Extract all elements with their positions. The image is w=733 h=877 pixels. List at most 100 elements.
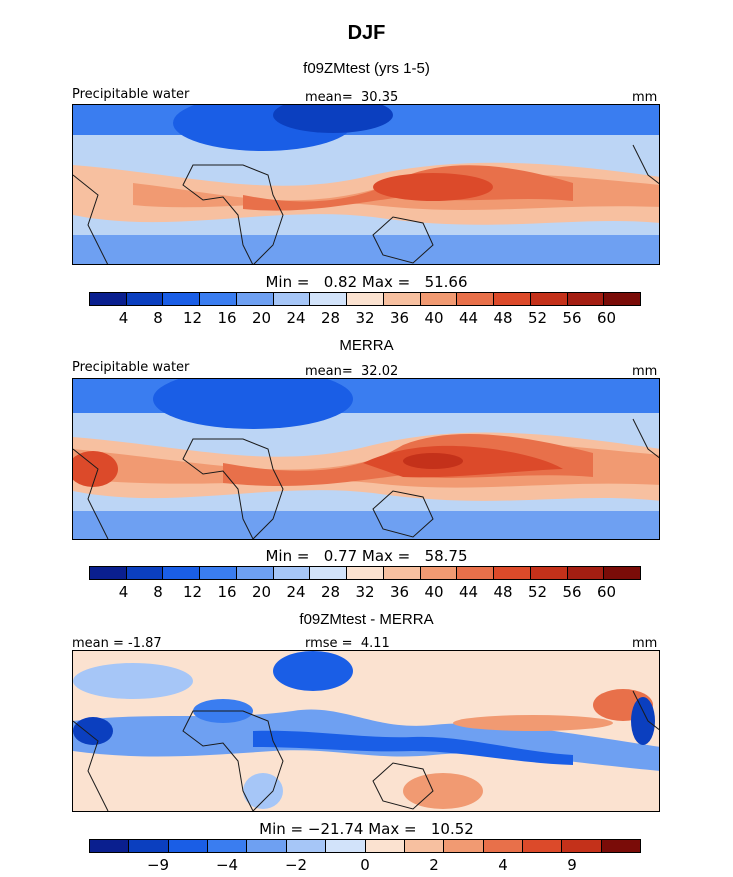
colorbar-tick-label: 44 [458, 583, 479, 601]
colorbar-tick-label: 56 [562, 583, 582, 601]
colorbar-swatch [200, 293, 237, 305]
panel-2-max-label: Max = [361, 547, 411, 565]
panel-3-map [72, 650, 660, 812]
colorbar-swatch [530, 567, 568, 579]
panel-1-units-label: mm [632, 90, 658, 105]
colorbar-tick-label: 9 [567, 856, 577, 874]
colorbar-tick-label: 4 [498, 856, 508, 874]
colorbar-tick-label: 16 [217, 583, 237, 601]
colorbar-swatch [420, 567, 458, 579]
colorbar-tick-label: 16 [217, 309, 237, 327]
colorbar-tick-label: 48 [493, 583, 513, 601]
colorbar-swatch [494, 567, 531, 579]
panel-1-mean-label: mean= 30.35 [305, 90, 399, 105]
colorbar-tick-label: −2 [284, 856, 308, 874]
colorbar-swatch [286, 840, 327, 852]
panel-1-min-value: 0.82 [323, 273, 358, 291]
colorbar-tick-label: 40 [424, 309, 444, 327]
panel-3-mean-label: mean = -1.87 [72, 636, 162, 651]
panel-1-colorbar-ticks: 4 8 12 16 20 24 28 32 36 40 44 48 52 56 60 [89, 309, 641, 327]
colorbar-swatch [567, 567, 605, 579]
colorbar-tick-label: 60 [596, 583, 617, 601]
colorbar-swatch [247, 840, 287, 852]
colorbar-swatch [126, 567, 164, 579]
colorbar-tick-label: 36 [389, 309, 410, 327]
panel-3-minmax: Min = −21.74 Max = 10.52 [0, 820, 733, 838]
colorbar-tick-label: 24 [286, 309, 306, 327]
panel-2-units-label: mm [632, 364, 658, 379]
colorbar-swatch [163, 293, 201, 305]
panel-3-min-label: Min = [259, 820, 304, 838]
panel-3-colorbar-ticks: −9 −4 −2 0 2 4 9 [89, 856, 641, 874]
colorbar-swatch [200, 567, 237, 579]
panel-2-title: MERRA [339, 337, 394, 354]
panel-2-min-value: 0.77 [323, 547, 358, 565]
colorbar-tick-label: 12 [182, 309, 203, 327]
colorbar-swatch [168, 840, 209, 852]
colorbar-swatch [601, 840, 641, 852]
colorbar-tick-label: 56 [562, 309, 582, 327]
colorbar-swatch [444, 840, 484, 852]
colorbar-tick-label: 12 [182, 583, 203, 601]
colorbar-swatch [604, 567, 641, 579]
panel-3-map-plot [73, 651, 659, 811]
panel-2-map-plot [73, 379, 659, 539]
colorbar-tick-label: 44 [458, 309, 479, 327]
colorbar-swatch [236, 567, 274, 579]
colorbar-swatch [530, 293, 568, 305]
colorbar-tick-label: 28 [320, 309, 341, 327]
colorbar-swatch [208, 840, 248, 852]
panel-1-min-label: Min = [265, 273, 310, 291]
colorbar-swatch [457, 293, 495, 305]
colorbar-tick-label: 20 [251, 309, 272, 327]
panel-2-max-value: 58.75 [424, 547, 468, 565]
colorbar-tick-label: 28 [320, 583, 341, 601]
colorbar-swatch [522, 840, 563, 852]
panel-2-map [72, 378, 660, 540]
colorbar-swatch [90, 293, 127, 305]
panel-1-variable-label: Precipitable water [72, 87, 190, 102]
colorbar-swatch [163, 567, 201, 579]
panel-3-min-value: −21.74 [307, 820, 364, 838]
panel-3-max-label: Max = [368, 820, 417, 838]
panel-2-mean-label: mean= 32.02 [305, 364, 399, 379]
colorbar-swatch [494, 293, 531, 305]
panel-3-colorbar [89, 839, 641, 853]
colorbar-tick-label: 8 [153, 309, 163, 327]
panel-3-title: f09ZMtest - MERRA [299, 611, 434, 628]
colorbar-swatch [273, 293, 311, 305]
panel-2-min-label: Min = [265, 547, 310, 565]
colorbar-swatch [236, 293, 274, 305]
colorbar-swatch [457, 567, 495, 579]
colorbar-tick-label: −4 [215, 856, 239, 874]
colorbar-swatch [126, 293, 164, 305]
colorbar-swatch [347, 293, 384, 305]
colorbar-swatch [604, 293, 641, 305]
main-title: DJF [347, 22, 386, 44]
panel-1-map [72, 104, 660, 265]
colorbar-tick-label: 40 [424, 583, 444, 601]
colorbar-swatch [273, 567, 311, 579]
colorbar-swatch [383, 293, 421, 305]
colorbar-swatch [310, 567, 348, 579]
panel-1-title: f09ZMtest (yrs 1-5) [303, 60, 430, 77]
colorbar-tick-label: 4 [118, 583, 129, 601]
panel-1-colorbar [89, 292, 641, 306]
panel-3-rmse-label: rmse = 4.11 [305, 636, 390, 651]
colorbar-tick-label: 36 [389, 583, 410, 601]
panel-1-max-value: 51.66 [424, 273, 468, 291]
colorbar-tick-label: 20 [251, 583, 272, 601]
colorbar-swatch [326, 840, 366, 852]
colorbar-swatch [310, 293, 348, 305]
colorbar-tick-label: 0 [360, 856, 370, 874]
colorbar-swatch [404, 840, 445, 852]
colorbar-tick-label: 4 [118, 309, 129, 327]
panel-1-minmax: Min = 0.82 Max = 51.66 [0, 273, 733, 291]
panel-1-max-label: Max = [361, 273, 411, 291]
colorbar-tick-label: 2 [429, 856, 439, 874]
colorbar-tick-label: 48 [493, 309, 513, 327]
colorbar-tick-label: 60 [596, 309, 617, 327]
colorbar-tick-label: −9 [146, 856, 170, 874]
colorbar-tick-label: 32 [355, 583, 375, 601]
panel-2-colorbar [89, 566, 641, 580]
